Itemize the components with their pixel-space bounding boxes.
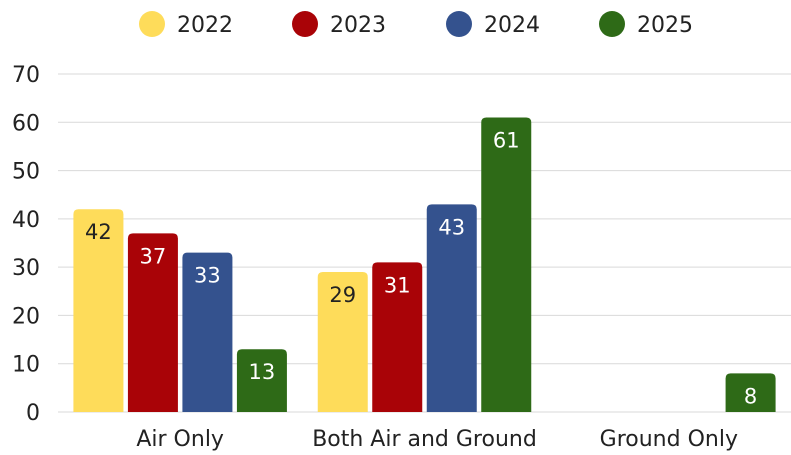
gridlines (58, 73, 791, 413)
y-tick-label: 20 (12, 304, 40, 329)
legend-marker-2024 (446, 11, 472, 37)
x-tick-label: Both Air and Ground (312, 427, 537, 452)
data-label: 42 (85, 220, 112, 244)
data-label: 33 (194, 264, 221, 288)
x-tick-label: Ground Only (600, 427, 738, 452)
legend-marker-2023 (292, 11, 318, 37)
bar-2024-both-air-and-ground (426, 204, 477, 412)
x-tick-label: Air Only (136, 427, 224, 452)
bar-2025-both-air-and-ground (481, 117, 532, 412)
y-tick-label: 60 (12, 111, 40, 136)
data-label: 31 (384, 273, 411, 297)
y-tick-label: 40 (12, 208, 40, 233)
y-tick-label: 30 (12, 256, 40, 281)
bar-2022-air-only (73, 209, 124, 412)
legend-marker-2025 (599, 11, 625, 37)
legend-label-2025: 2025 (637, 13, 693, 38)
bar-2024-air-only (182, 252, 233, 412)
bar-2023-air-only (127, 233, 178, 412)
bar-2025-ground-only (725, 373, 776, 412)
legend-marker-2022 (139, 11, 165, 37)
y-tick-label: 50 (12, 160, 40, 185)
data-label: 61 (493, 128, 520, 152)
y-tick-label: 10 (12, 353, 40, 378)
bar-2022-both-air-and-ground (317, 271, 368, 412)
data-label: 43 (438, 215, 465, 239)
bar-2025-air-only (236, 349, 287, 412)
y-axis: 0 10 20 30 40 50 60 70 (12, 63, 40, 426)
data-label: 8 (744, 384, 757, 408)
x-axis: Air Only Both Air and Ground Ground Only (136, 427, 738, 452)
legend-label-2023: 2023 (330, 13, 386, 38)
data-label: 37 (140, 244, 167, 268)
data-label: 13 (249, 360, 276, 384)
bar-2023-both-air-and-ground (372, 262, 423, 412)
data-label: 29 (329, 283, 356, 307)
legend-label-2022: 2022 (177, 13, 233, 38)
y-tick-label: 70 (12, 63, 40, 88)
y-tick-label: 0 (26, 401, 40, 426)
legend: 2022 2023 2024 2025 (139, 11, 693, 38)
legend-label-2024: 2024 (484, 13, 540, 38)
bars: 42 37 33 13 29 31 43 61 8 (73, 117, 776, 412)
